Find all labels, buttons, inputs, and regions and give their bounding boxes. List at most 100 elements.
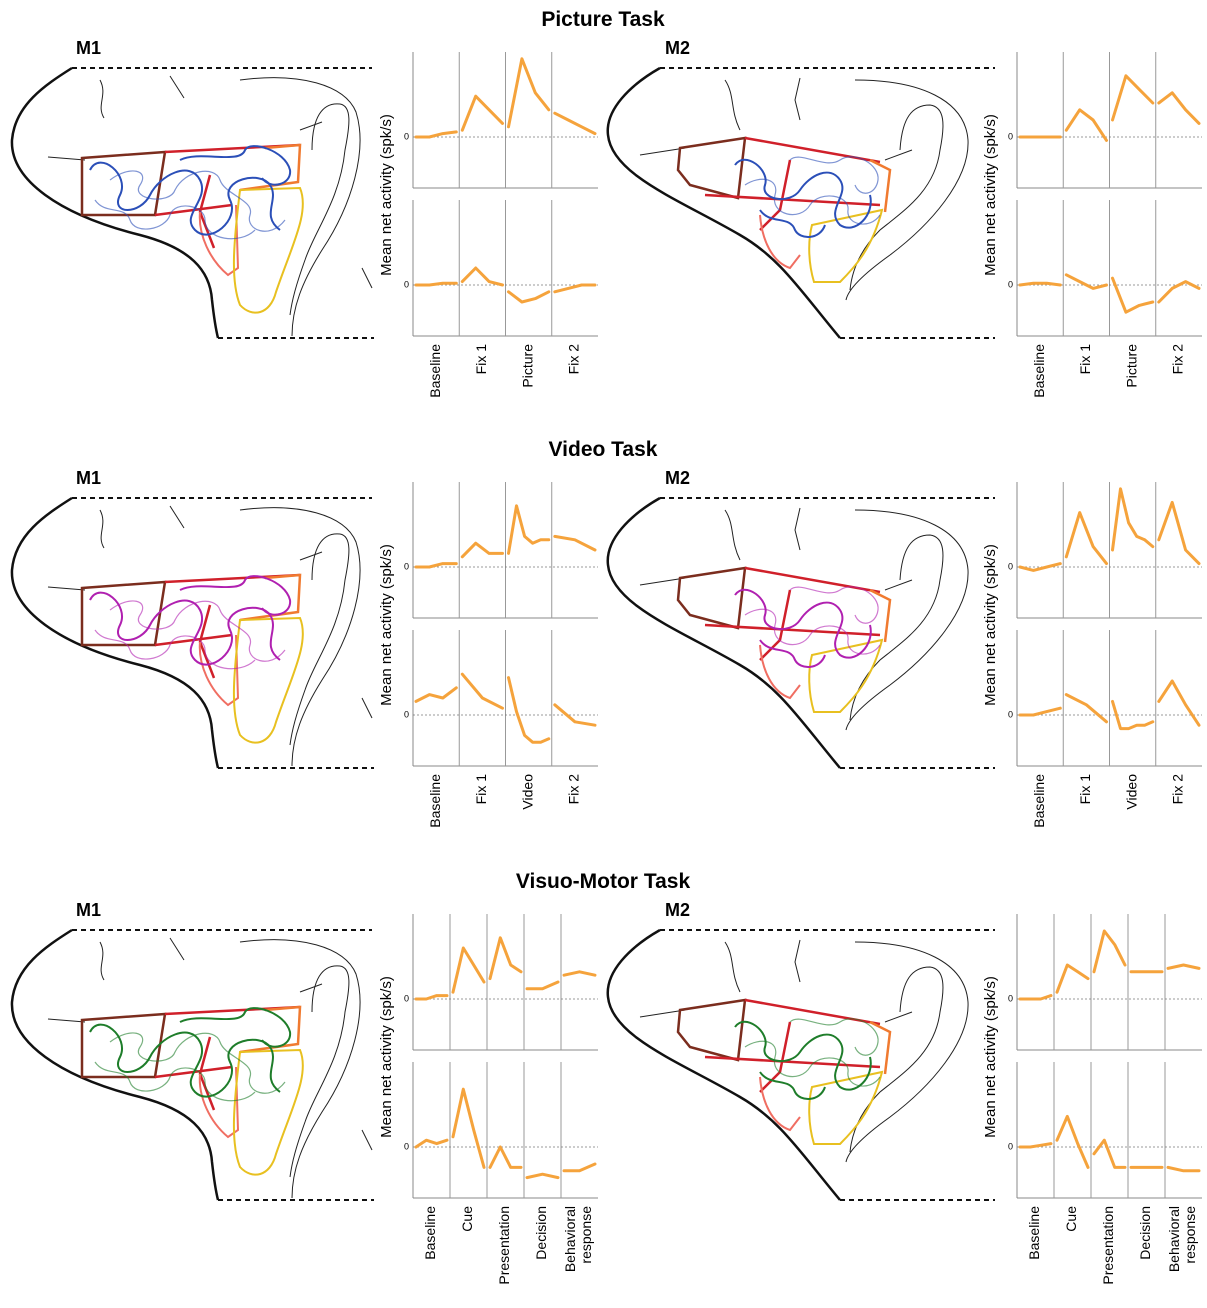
activity-trace [1111,699,1155,731]
y-tick-label: 0 [404,561,409,571]
y-tick-label: 0 [1008,279,1013,289]
activity-trace [414,994,449,1001]
epoch-label: Baseline [427,774,443,828]
brain-map [10,66,376,340]
monkey-label: M1 [76,38,101,58]
activity-trace [1064,693,1108,724]
y-tick-label: 0 [1008,1141,1013,1151]
epoch-label: Fix 2 [1170,774,1186,805]
brain-map [606,66,997,340]
epoch-label: Fix 1 [473,344,489,375]
activity-trace [1157,500,1201,566]
activity-trace [562,970,597,977]
activity-trace [1064,511,1108,566]
section-title: Picture Task [541,8,665,31]
activity-trace [507,504,551,555]
epoch-label: Decision [1137,1206,1153,1260]
y-axis-label: Mean net activity (spk/s) [982,544,999,706]
epoch-label: Behavioral [1166,1206,1182,1272]
activity-trace [1064,273,1108,290]
activity-trace [507,57,551,129]
epoch-label: response [578,1206,594,1264]
activity-trace [414,562,458,569]
activity-trace [1111,276,1155,314]
epoch-label: Cue [459,1206,475,1232]
y-axis-label: Mean net activity (spk/s) [378,114,395,276]
monkey-label: M2 [665,468,690,488]
activity-trace [1166,1165,1201,1173]
activity-trace [553,534,597,552]
epoch-label: response [1182,1206,1198,1264]
activity-trace [460,541,504,559]
epoch-label: Baseline [1031,774,1047,828]
activity-trace [553,703,597,727]
activity-trace [507,676,551,744]
activity-trace [1092,1138,1127,1169]
y-tick-label: 0 [404,279,409,289]
activity-trace [460,672,504,710]
activity-trace [414,686,458,703]
activity-trace [414,281,458,287]
activity-trace [525,980,560,991]
epoch-label: Presentation [1100,1206,1116,1285]
activity-trace [414,130,458,139]
activity-trace [507,290,551,304]
activity-trace [1157,679,1201,727]
brain-map [606,928,997,1202]
epoch-label: Decision [533,1206,549,1260]
activity-trace [1055,1114,1090,1169]
y-tick-label: 0 [404,131,409,141]
y-axis-label: Mean net activity (spk/s) [378,976,395,1138]
activity-trace [553,283,597,294]
y-tick-label: 0 [404,709,409,719]
activity-trace [1111,74,1155,122]
activity-trace [1166,963,1201,970]
section-title: Visuo-Motor Task [516,870,691,893]
activity-trace [460,94,504,132]
monkey-label: M2 [665,900,690,920]
activity-trace [1157,91,1201,125]
brain-map [10,928,376,1202]
epoch-label: Video [519,774,535,810]
epoch-label: Behavioral [562,1206,578,1272]
activity-trace [488,1145,523,1169]
activity-trace [553,111,597,136]
activity-trace [451,946,486,994]
activity-trace [1111,487,1155,552]
activity-trace [1018,1142,1053,1149]
epoch-label: Fix 1 [473,774,489,805]
section-title: Video Task [549,438,658,461]
activity-trace [460,266,504,287]
epoch-label: Fix 2 [1170,344,1186,375]
epoch-label: Baseline [1031,344,1047,398]
epoch-label: Fix 1 [1077,344,1093,375]
y-axis-label: Mean net activity (spk/s) [982,114,999,276]
epoch-label: Fix 1 [1077,774,1093,805]
brain-map [606,496,997,770]
activity-trace [1018,562,1062,572]
y-axis-label: Mean net activity (spk/s) [982,976,999,1138]
epoch-label: Picture [1123,344,1139,388]
monkey-label: M1 [76,900,101,920]
activity-trace [525,1172,560,1180]
y-tick-label: 0 [404,993,409,1003]
epoch-label: Baseline [422,1206,438,1260]
epoch-label: Presentation [496,1206,512,1285]
activity-trace [1092,929,1127,974]
y-tick-label: 0 [1008,709,1013,719]
y-axis-label: Mean net activity (spk/s) [378,544,395,706]
activity-trace [488,936,523,981]
activity-trace [1055,963,1090,994]
activity-trace [1018,994,1053,1001]
brain-map [10,496,376,770]
recording-sites [89,1007,292,1102]
y-tick-label: 0 [1008,993,1013,1003]
epoch-label: Picture [519,344,535,388]
epoch-label: Baseline [427,344,443,398]
recording-sites [89,575,292,670]
y-tick-label: 0 [1008,561,1013,571]
activity-trace [1018,281,1062,287]
monkey-label: M1 [76,468,101,488]
